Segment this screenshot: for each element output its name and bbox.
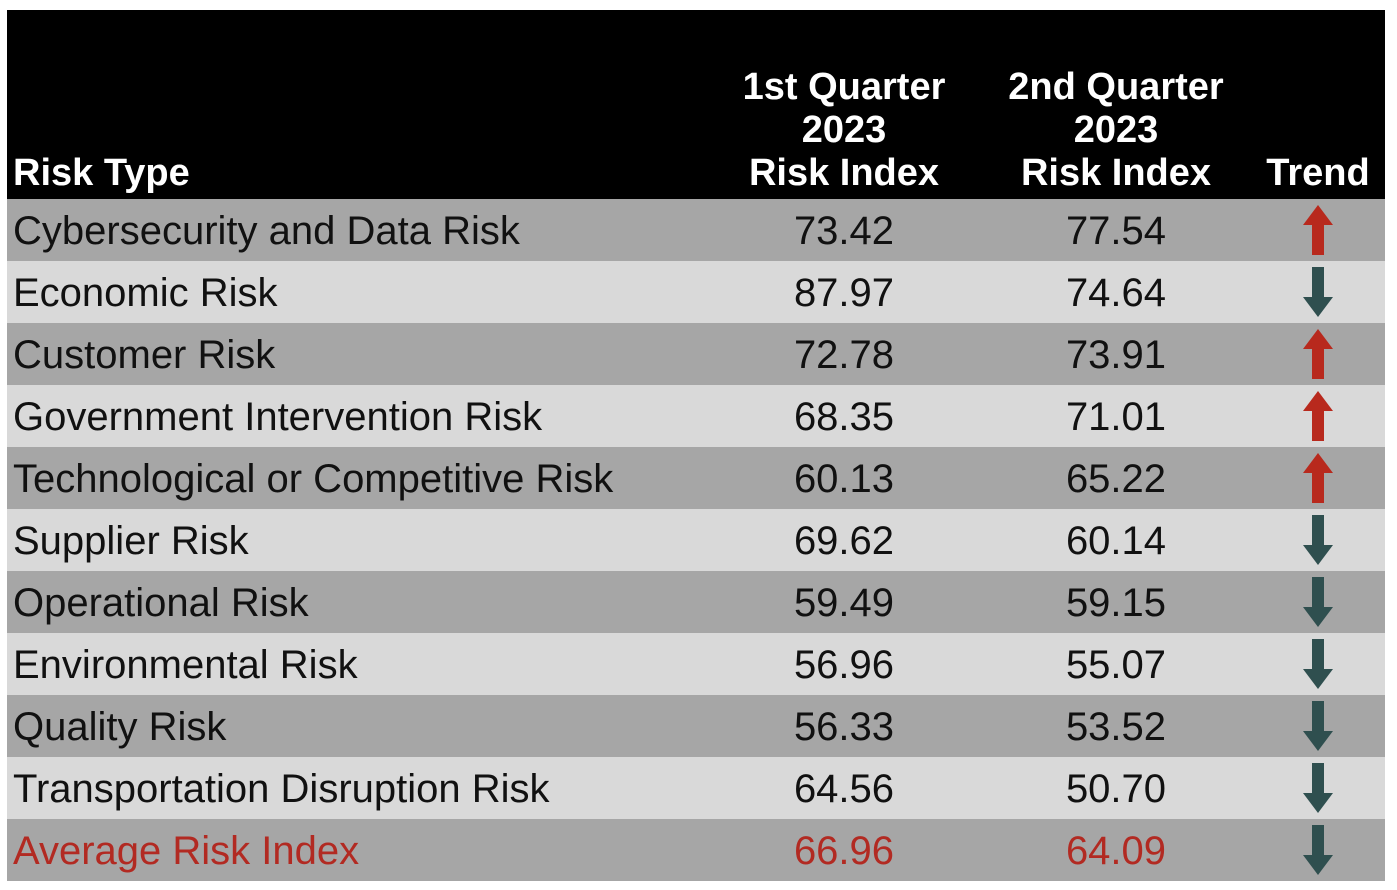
risk-type-cell: Supplier Risk [13, 519, 249, 563]
trend-cell [1253, 323, 1383, 385]
q1-value-cell: 73.42 [793, 209, 895, 253]
q1-value-cell: 87.97 [793, 271, 895, 315]
trend-cell [1253, 261, 1383, 323]
risk-type-cell: Environmental Risk [13, 643, 358, 687]
header-q2-line-3: Risk Index [1020, 152, 1212, 194]
q1-value-cell: 59.49 [793, 581, 895, 625]
header-trend: Trend [1253, 152, 1383, 195]
q1-value-cell: 60.13 [793, 457, 895, 501]
trend-cell [1253, 633, 1383, 695]
q1-value-cell: 56.33 [793, 705, 895, 749]
risk-index-table: Risk Type 1st Quarter 2023 Risk Index 2n… [7, 10, 1385, 881]
header-risk-type-line: Risk Type [13, 152, 190, 194]
q1-value-cell: 72.78 [793, 333, 895, 377]
trend-cell [1253, 819, 1383, 881]
risk-type-cell: Average Risk Index [13, 829, 360, 873]
header-trend-line: Trend [1266, 152, 1370, 194]
header-q2: 2nd Quarter 2023 Risk Index [991, 66, 1241, 195]
risk-type-cell: Transportation Disruption Risk [13, 767, 550, 811]
risk-type-cell: Cybersecurity and Data Risk [13, 209, 520, 253]
q2-value-cell: 55.07 [1065, 643, 1167, 687]
q1-value-cell: 69.62 [793, 519, 895, 563]
table-row: Cybersecurity and Data Risk 73.42 77.54 [7, 199, 1385, 261]
q1-value-cell: 68.35 [793, 395, 895, 439]
q2-value-cell: 65.22 [1065, 457, 1167, 501]
trend-down-arrow-icon [1303, 267, 1333, 317]
header-q1-line-1: 1st Quarter [742, 66, 946, 108]
q1-value-cell: 56.96 [793, 643, 895, 687]
table-row: Transportation Disruption Risk 64.56 50.70 [7, 757, 1385, 819]
trend-down-arrow-icon [1303, 639, 1333, 689]
trend-up-arrow-icon [1303, 329, 1333, 379]
trend-cell [1253, 199, 1383, 261]
table-row: Government Intervention Risk 68.35 71.01 [7, 385, 1385, 447]
table-row: Quality Risk 56.33 53.52 [7, 695, 1385, 757]
table-row: Operational Risk 59.49 59.15 [7, 571, 1385, 633]
trend-up-arrow-icon [1303, 391, 1333, 441]
table-row: Customer Risk 72.78 73.91 [7, 323, 1385, 385]
table-body: Cybersecurity and Data Risk 73.42 77.54 Eco… [7, 199, 1385, 881]
trend-down-arrow-icon [1303, 701, 1333, 751]
trend-cell [1253, 509, 1383, 571]
risk-type-cell: Operational Risk [13, 581, 309, 625]
trend-down-arrow-icon [1303, 515, 1333, 565]
risk-type-cell: Customer Risk [13, 333, 276, 377]
header-q2-line-1: 2nd Quarter [1008, 66, 1224, 108]
trend-up-arrow-icon [1303, 453, 1333, 503]
risk-type-cell: Technological or Competitive Risk [13, 457, 614, 501]
q2-value-cell: 60.14 [1065, 519, 1167, 563]
q2-value-cell: 50.70 [1065, 767, 1167, 811]
trend-cell [1253, 695, 1383, 757]
header-risk-type: Risk Type [13, 152, 190, 195]
risk-type-cell: Quality Risk [13, 705, 227, 749]
q2-value-cell: 74.64 [1065, 271, 1167, 315]
table-row: Environmental Risk 56.96 55.07 [7, 633, 1385, 695]
trend-down-arrow-icon [1303, 577, 1333, 627]
q1-value-cell: 64.56 [793, 767, 895, 811]
header-q1: 1st Quarter 2023 Risk Index [719, 66, 969, 195]
trend-cell [1253, 571, 1383, 633]
average-row: Average Risk Index 66.96 64.09 [7, 819, 1385, 881]
header-q1-line-3: Risk Index [748, 152, 940, 194]
q2-value-cell: 64.09 [1065, 829, 1167, 873]
q2-value-cell: 53.52 [1065, 705, 1167, 749]
table-row: Economic Risk 87.97 74.64 [7, 261, 1385, 323]
header-q1-line-2: 2023 [801, 109, 887, 151]
risk-type-cell: Economic Risk [13, 271, 278, 315]
trend-cell [1253, 385, 1383, 447]
trend-cell [1253, 757, 1383, 819]
q2-value-cell: 71.01 [1065, 395, 1167, 439]
trend-down-arrow-icon [1303, 763, 1333, 813]
header-q2-line-2: 2023 [1073, 109, 1159, 151]
trend-down-arrow-icon [1303, 825, 1333, 875]
q2-value-cell: 77.54 [1065, 209, 1167, 253]
trend-cell [1253, 447, 1383, 509]
table-row: Supplier Risk 69.62 60.14 [7, 509, 1385, 571]
q2-value-cell: 73.91 [1065, 333, 1167, 377]
table-row: Technological or Competitive Risk 60.13 65… [7, 447, 1385, 509]
q2-value-cell: 59.15 [1065, 581, 1167, 625]
risk-type-cell: Government Intervention Risk [13, 395, 543, 439]
table-header: Risk Type 1st Quarter 2023 Risk Index 2n… [7, 10, 1385, 199]
q1-value-cell: 66.96 [793, 829, 895, 873]
trend-up-arrow-icon [1303, 205, 1333, 255]
